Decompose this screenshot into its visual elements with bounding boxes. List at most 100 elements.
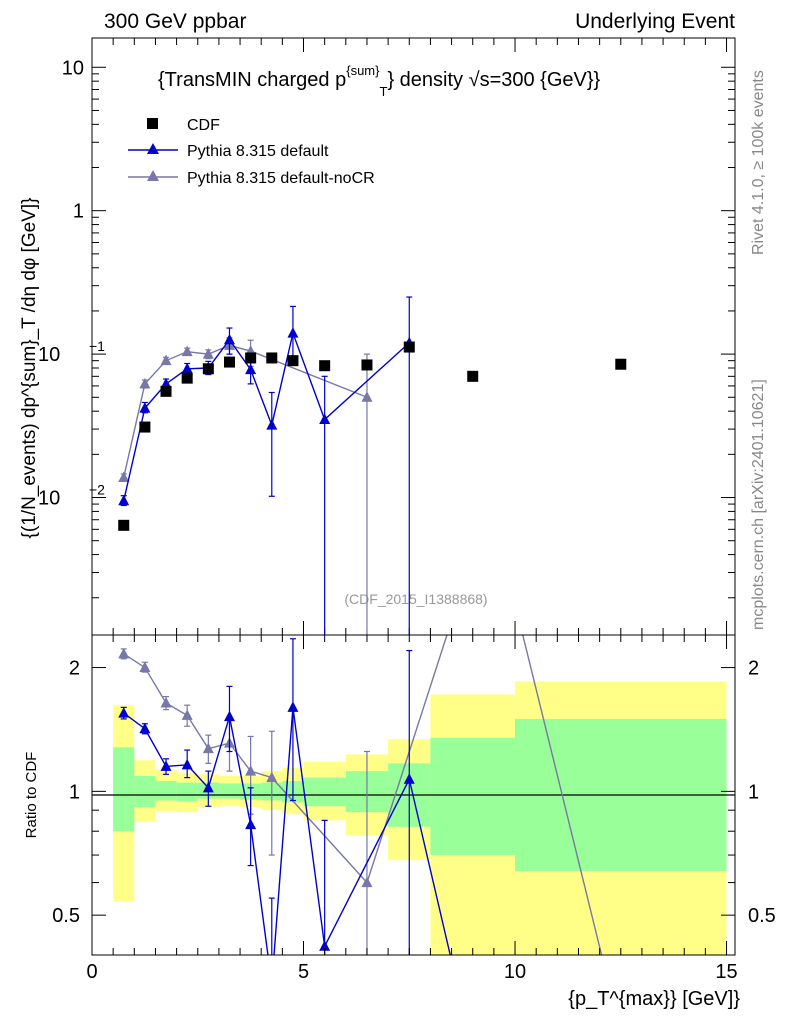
point-cdf — [139, 421, 151, 433]
x-tick-label: 15 — [715, 961, 737, 983]
plot-title: {TransMIN charged p{sum} T} density √s=30… — [158, 63, 601, 99]
ratio-point-default — [287, 701, 299, 712]
band-green — [134, 775, 156, 808]
ratio-panel: 2 2 1 1 0.5 0.5 0 5 10 15 Ratio to CDF {p_T^{max… — [23, 634, 776, 1010]
header-left: 300 GeV ppbar — [104, 10, 246, 33]
ratio-axis-ticks — [91, 635, 735, 956]
watermark: (CDF_2015_I1388868) — [344, 591, 487, 607]
point-nocr — [139, 377, 151, 389]
point-cdf — [118, 519, 130, 531]
series-line-nocr — [123, 344, 368, 478]
legend-marker-default — [147, 143, 159, 154]
main-ytick-label: 10 — [38, 488, 60, 510]
ratio-point-default — [266, 978, 277, 989]
mcplots-label: mcplots.cern.ch [arXiv:2401.10621] — [750, 379, 767, 630]
main-ytick-label: 10 — [62, 57, 84, 79]
point-cdf — [615, 358, 627, 370]
point-default — [139, 402, 151, 413]
plot-title-rest: } density √s=300 {GeV}} — [387, 69, 600, 91]
legend-label-cdf: CDF — [187, 117, 220, 134]
x-tick-labels: 0 5 10 15 — [86, 961, 737, 983]
ratio-point-default — [223, 710, 235, 722]
x-axis-label: {p_T^{max}} [GeV]} — [568, 988, 740, 1010]
point-cdf — [181, 372, 193, 384]
main-ytick-exponent: −1 — [89, 338, 105, 354]
band-green — [430, 737, 516, 856]
point-default — [319, 413, 331, 424]
ratio-point-default — [319, 940, 331, 951]
header-right: Underlying Event — [575, 10, 735, 33]
ratio-point-default — [202, 781, 214, 793]
main-ytick-label: 10 — [38, 344, 60, 366]
ratio-point-nocr — [160, 697, 172, 708]
legend-marker-nocr — [147, 170, 159, 181]
ratio-ytick-label-left: 1 — [69, 781, 80, 803]
ratio-point-default — [245, 818, 257, 830]
x-tick-label: 10 — [504, 961, 526, 983]
ratio-ytick-label-left: 2 — [69, 658, 80, 680]
point-default — [245, 363, 257, 375]
main-y-tick-labels: 10 1 10 −1 10 −2 — [38, 57, 105, 509]
main-axis-ticks — [91, 38, 735, 635]
ratio-point-nocr — [245, 765, 257, 776]
ratio-point-nocr — [361, 876, 373, 888]
point-default — [160, 377, 172, 389]
ratio-line-nocr — [123, 635, 603, 955]
point-nocr — [181, 345, 193, 357]
point-nocr — [361, 391, 373, 402]
point-cdf — [319, 360, 331, 372]
rivet-label: Rivet 4.1.0, ≥ 100k events — [750, 70, 767, 255]
ratio-point-nocr — [139, 661, 151, 673]
point-default — [223, 333, 235, 345]
x-tick-label: 0 — [86, 961, 97, 983]
band-green — [303, 777, 346, 807]
point-cdf — [245, 352, 257, 364]
ratio-point-default — [181, 758, 193, 770]
ratio-ylabel-text: Ratio to CDF — [23, 752, 40, 839]
band-green — [113, 747, 135, 832]
ratio-point-default — [403, 773, 415, 784]
ratio-frame — [91, 634, 736, 956]
ratio-ytick-label-right: 1 — [748, 781, 759, 803]
legend-label-default: Pythia 8.315 default — [187, 143, 329, 160]
ratio-point-default — [118, 707, 130, 718]
plot-title-main: {TransMIN charged p — [158, 69, 346, 91]
point-default — [287, 327, 299, 338]
main-ylabel: {(1/N_events) dp^{sum}_T /dη dφ [GeV]} — [19, 198, 40, 539]
point-cdf — [160, 385, 172, 397]
main-ytick-label: 1 — [73, 201, 84, 223]
ratio-bands — [113, 681, 727, 955]
ratio-ytick-label-right: 0.5 — [748, 905, 776, 927]
x-tick-label: 5 — [298, 961, 309, 983]
point-cdf — [223, 356, 235, 368]
ratio-y-tick-labels: 2 2 1 1 0.5 0.5 — [52, 658, 776, 928]
ratio-point-nocr — [266, 771, 278, 783]
ratio-point-default — [139, 722, 151, 734]
point-nocr — [202, 348, 214, 359]
point-nocr — [160, 354, 172, 366]
legend: CDF Pythia 8.315 default Pythia 8.315 de… — [128, 117, 375, 187]
ratio-line-default — [123, 707, 451, 955]
main-ytick-exponent: −2 — [89, 482, 105, 498]
plot-title-sup: {sum} — [346, 63, 380, 78]
ratio-point-nocr — [118, 647, 130, 659]
point-default — [181, 362, 193, 374]
ratio-point-nocr — [181, 709, 193, 720]
legend-label-nocr: Pythia 8.315 default-noCR — [187, 170, 375, 187]
point-cdf — [361, 359, 373, 371]
point-cdf — [467, 370, 479, 382]
ratio-ytick-label-left: 0.5 — [52, 905, 80, 927]
band-green — [218, 783, 241, 799]
ratio-ytick-label-right: 2 — [748, 658, 759, 680]
point-default — [266, 419, 278, 430]
point-cdf — [287, 355, 299, 367]
main-series — [118, 296, 627, 635]
main-ylabel-text: {(1/N_events) dp^{sum}_T /dη dφ [GeV]} — [19, 198, 40, 539]
legend-marker-cdf — [147, 118, 158, 129]
ratio-series — [118, 635, 603, 989]
band-green — [176, 782, 198, 802]
ratio-point-nocr — [202, 742, 214, 754]
point-nocr — [118, 471, 130, 482]
band-green — [155, 780, 177, 801]
